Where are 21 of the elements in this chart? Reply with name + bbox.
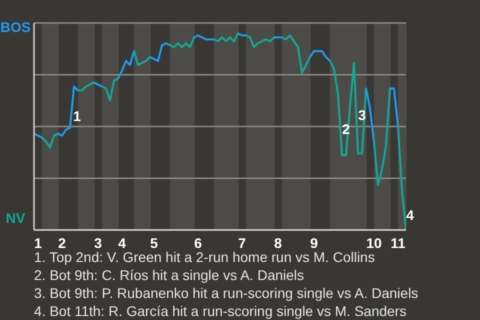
text: NV [4, 210, 26, 226]
x-tick-label: 9 [310, 234, 318, 251]
x-tick-label: 1 [34, 234, 42, 251]
x-tick-label: 10 [366, 234, 382, 251]
text: 3. Bot 9th: P. Rubanenko hit a run-scoring single vs A. Daniels [34, 284, 418, 302]
text: 4. Bot 11th: R. García hit a run-scoring single vs M. Sanders [34, 302, 408, 320]
x-tick-label: 7 [238, 234, 246, 251]
text: 1. Top 2nd: V. Green hit a 2-run home run vs M. Collins [34, 249, 375, 265]
annotation: 2 [342, 121, 350, 137]
annotation: 3 [358, 107, 366, 123]
x-tick-label: 5 [150, 234, 158, 251]
x-tick-label: 11 [390, 234, 406, 251]
x-tick-label: 6 [194, 234, 202, 251]
x-tick-label: 8 [274, 234, 282, 251]
x-tick-label: 4 [118, 234, 126, 251]
x-tick-label: 3 [94, 234, 102, 251]
text: BOS [0, 19, 31, 35]
text: 4 [406, 207, 414, 223]
annotation: 1 [73, 108, 82, 124]
text: 2. Bot 9th: C. Ríos hit a single vs A. Daniels [34, 266, 306, 284]
x-tick-label: 2 [58, 234, 66, 251]
